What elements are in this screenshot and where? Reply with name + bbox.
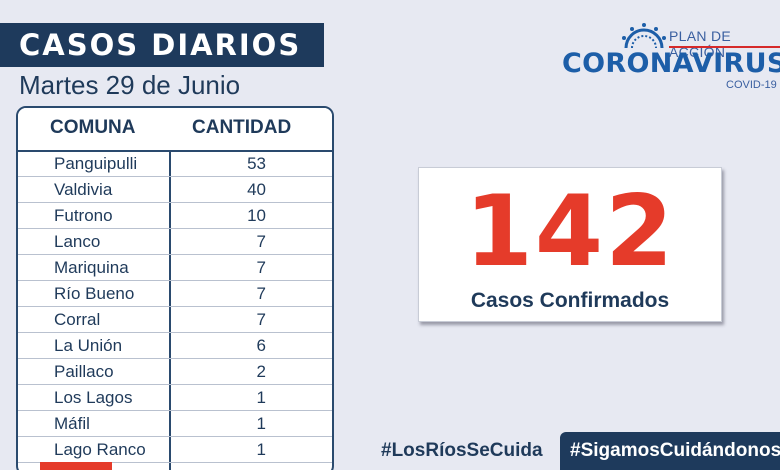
comuna-cell: Máfil	[54, 414, 90, 433]
column-divider	[169, 108, 171, 470]
hashtag-los-rios: #LosRíosSeCuida	[381, 440, 543, 461]
cantidad-cell: 53	[247, 154, 266, 173]
logo-plan-text: PLAN DE ACCIÓN	[669, 28, 732, 60]
comuna-cell: Los Lagos	[54, 388, 133, 407]
table-row: Panguipulli 53	[18, 151, 332, 177]
page-title: CASOS DIARIOS	[19, 28, 302, 62]
cantidad-cell: 7	[256, 232, 266, 251]
comuna-cell: Futrono	[54, 206, 113, 225]
total-cases-card: 142 Casos Confirmados	[418, 167, 722, 322]
table-row: Paillaco 2	[18, 359, 332, 385]
comuna-cell: Panguipulli	[54, 154, 138, 173]
cantidad-cell: 2	[256, 362, 266, 381]
comuna-cell: Lago Ranco	[54, 440, 146, 459]
logo-title: CORONAVIRUS	[562, 48, 780, 79]
title-banner	[0, 23, 324, 67]
comuna-cell: Valdivia	[54, 180, 113, 199]
logo-divider	[669, 46, 780, 48]
sun-icon	[622, 23, 666, 49]
logo-subtitle: COVID-19	[726, 79, 777, 91]
cantidad-cell: 7	[256, 258, 266, 277]
cantidad-cell: 7	[256, 284, 266, 303]
comuna-cell: La Unión	[54, 336, 123, 355]
comuna-cell: Río Bueno	[54, 284, 135, 303]
comuna-cell: Paillaco	[54, 362, 114, 381]
coronavirus-plan-logo: PLAN DE ACCIÓN CORONAVIRUS COVID-19	[560, 22, 780, 92]
table-row: Futrono 10	[18, 203, 332, 229]
hashtag-sigamos: #SigamosCuidándonos	[570, 440, 780, 461]
cantidad-cell: 7	[256, 310, 266, 329]
cantidad-cell: 1	[256, 388, 266, 407]
table-row: Lanco 7	[18, 229, 332, 255]
table-row: Corral 7	[18, 307, 332, 333]
cantidad-cell: 6	[256, 336, 266, 355]
header-comuna: COMUNA	[50, 117, 136, 138]
cases-table: COMUNA CANTIDAD Panguipulli 53 Valdivia 40…	[16, 106, 334, 470]
table-row: Valdivia 40	[18, 177, 332, 203]
total-cases-label: Casos Confirmados	[470, 289, 670, 312]
cantidad-cell: 40	[247, 180, 266, 199]
cantidad-cell: 10	[247, 206, 266, 225]
table-row: Lago Ranco 1	[18, 437, 332, 463]
table-row: La Unión 6	[18, 333, 332, 359]
report-date: Martes 29 de Junio	[19, 70, 241, 100]
comuna-cell: Mariquina	[54, 258, 129, 277]
total-cases-number: 142	[464, 175, 676, 289]
table-row: Mariquina 7	[18, 255, 332, 281]
comuna-cell: Lanco	[54, 232, 101, 251]
table-row: Máfil 1	[18, 411, 332, 437]
comuna-cell: Corral	[54, 310, 101, 329]
accent-strip	[40, 462, 112, 470]
table-row: Río Bueno 7	[18, 281, 332, 307]
table-row: Los Lagos 1	[18, 385, 332, 411]
hashtag-banner	[560, 432, 780, 470]
table-header: COMUNA CANTIDAD	[18, 108, 332, 152]
cantidad-cell: 1	[256, 414, 266, 433]
cantidad-cell: 1	[256, 440, 266, 459]
table-body: Panguipulli 53 Valdivia 40 Futrono 10 Lanco…	[18, 151, 332, 463]
header-cantidad: CANTIDAD	[192, 117, 292, 138]
